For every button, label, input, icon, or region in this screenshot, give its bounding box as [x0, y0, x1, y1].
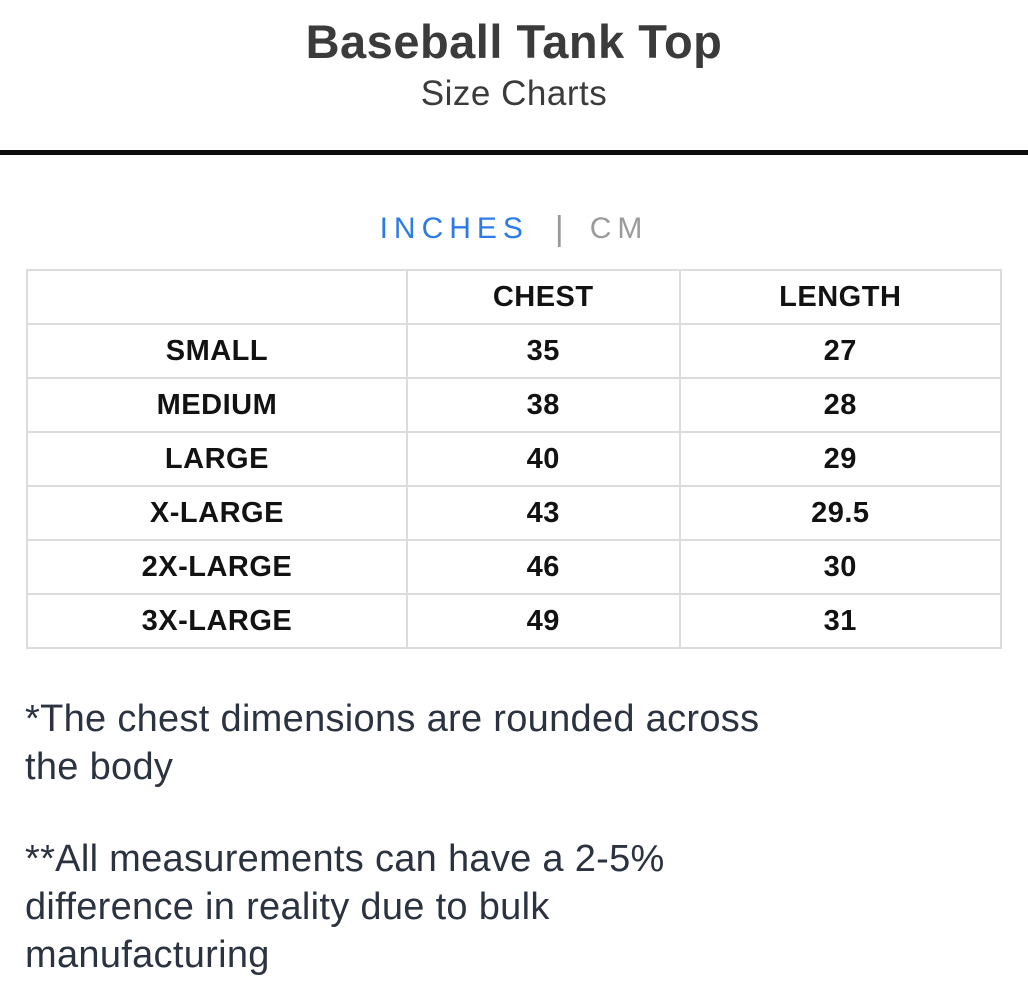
footnotes: *The chest dimensions are rounded across… [25, 695, 1003, 979]
unit-toggle: INCHES | CM [0, 209, 1028, 249]
table-row: SMALL 35 27 [26, 323, 1003, 379]
length-value: 28 [678, 377, 1003, 433]
chest-value: 46 [405, 539, 681, 595]
chest-value: 40 [405, 431, 681, 487]
chest-value: 49 [405, 593, 681, 649]
header: Baseball Tank Top Size Charts [0, 0, 1028, 114]
length-value: 31 [678, 593, 1003, 649]
chest-value: 43 [405, 485, 681, 541]
column-header-length: LENGTH [678, 269, 1003, 325]
length-value: 29.5 [678, 485, 1003, 541]
unit-separator: | [554, 210, 564, 248]
table-header-row: CHEST LENGTH [26, 269, 1003, 325]
chest-value: 38 [405, 377, 681, 433]
page-subtitle: Size Charts [420, 74, 608, 113]
table-row: 3X-LARGE 49 31 [26, 593, 1003, 649]
table-row: X-LARGE 43 29.5 [26, 485, 1003, 541]
length-value: 29 [678, 431, 1003, 487]
footnote-chest-dimensions: *The chest dimensions are rounded across… [25, 698, 760, 788]
size-label: LARGE [26, 431, 408, 487]
column-header-size [26, 269, 408, 325]
size-label: 2X-LARGE [26, 539, 408, 595]
table-row: LARGE 40 29 [26, 431, 1003, 487]
size-chart-table: CHEST LENGTH SMALL 35 27 MEDIUM 38 28 LA… [26, 269, 1003, 649]
footnote-measurement-tolerance: **All measurements can have a 2-5% diffe… [25, 838, 665, 976]
size-label: X-LARGE [26, 485, 408, 541]
chest-value: 35 [405, 323, 681, 379]
tab-inches[interactable]: INCHES [379, 212, 529, 245]
size-label: MEDIUM [26, 377, 408, 433]
size-label: 3X-LARGE [26, 593, 408, 649]
size-label: SMALL [26, 323, 408, 379]
table-row: 2X-LARGE 46 30 [26, 539, 1003, 595]
length-value: 30 [678, 539, 1003, 595]
table-row: MEDIUM 38 28 [26, 377, 1003, 433]
column-header-chest: CHEST [405, 269, 681, 325]
tab-cm[interactable]: CM [589, 212, 649, 245]
length-value: 27 [678, 323, 1003, 379]
page-title: Baseball Tank Top [305, 15, 723, 68]
header-divider [0, 150, 1028, 155]
